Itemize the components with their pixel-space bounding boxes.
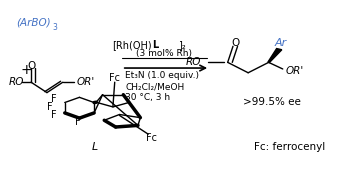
Text: F: F — [75, 117, 80, 127]
Text: O: O — [231, 39, 240, 48]
Text: Ar: Ar — [275, 39, 287, 48]
Text: F: F — [47, 102, 53, 112]
Text: F: F — [51, 110, 56, 120]
Text: F: F — [51, 94, 56, 104]
Text: 30 °C, 3 h: 30 °C, 3 h — [125, 93, 170, 102]
Text: L: L — [152, 40, 158, 50]
Polygon shape — [268, 49, 282, 63]
Text: Fc: Fc — [146, 133, 157, 143]
Text: Et₃N (1.0 equiv.): Et₃N (1.0 equiv.) — [125, 71, 199, 80]
Text: CH₂Cl₂/MeOH: CH₂Cl₂/MeOH — [125, 82, 185, 91]
Text: RO: RO — [9, 77, 24, 87]
Text: Fc: ferrocenyl: Fc: ferrocenyl — [254, 143, 325, 152]
Text: ]₂: ]₂ — [178, 40, 186, 50]
Text: L: L — [92, 143, 98, 152]
Text: OR': OR' — [77, 77, 95, 87]
Text: Fc: Fc — [109, 74, 120, 83]
Text: OR': OR' — [286, 66, 304, 76]
Text: RO: RO — [186, 57, 201, 67]
Text: (ArBO): (ArBO) — [16, 18, 51, 28]
Text: >99.5% ee: >99.5% ee — [243, 97, 301, 107]
Text: +: + — [21, 63, 32, 77]
Text: (3 mol% Rh): (3 mol% Rh) — [136, 49, 192, 58]
Text: O: O — [27, 61, 35, 71]
Text: [Rh(OH): [Rh(OH) — [112, 40, 152, 50]
Text: 3: 3 — [52, 23, 57, 32]
